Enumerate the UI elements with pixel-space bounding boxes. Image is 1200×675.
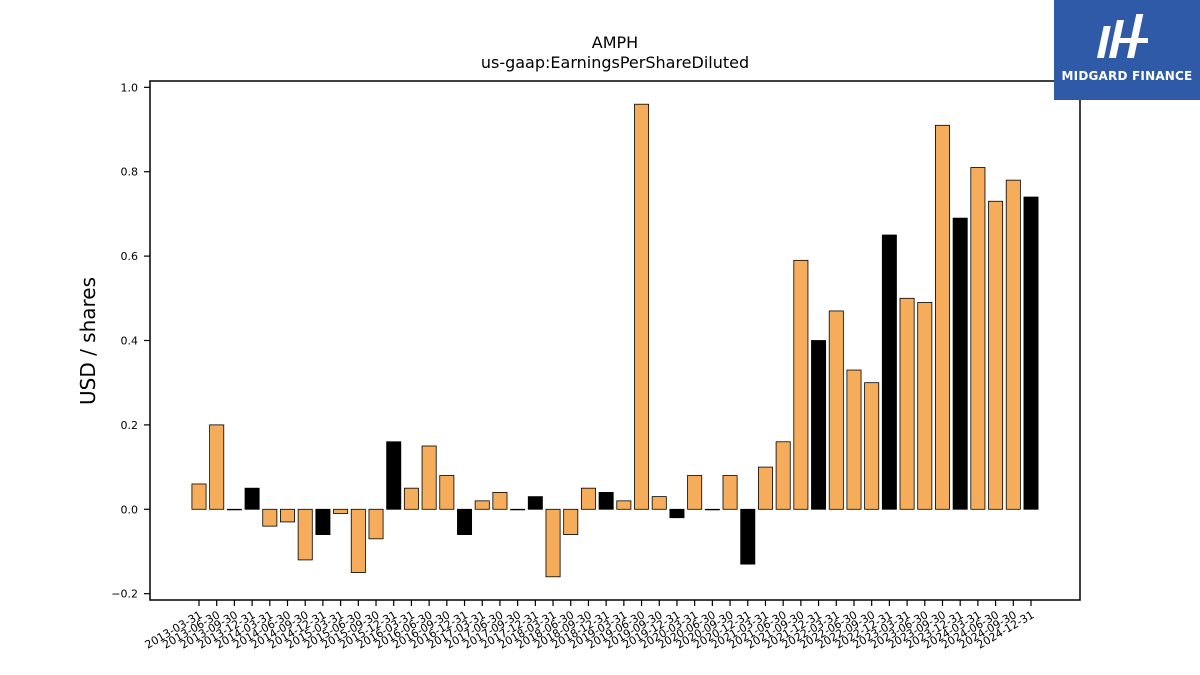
bar-2016-03-31 (403, 487, 419, 510)
bar-2018-06-30 (563, 508, 579, 535)
brand-logo: MIDGARD FINANCE (1054, 0, 1200, 100)
bar-2019-09-30 (651, 496, 667, 510)
y-tick-label: 0.2 (121, 419, 139, 432)
y-axis-ticks: −0.2 0.0 0.2 0.4 0.6 0.8 1.0 (111, 81, 150, 601)
bar-2019-06-30 (634, 103, 650, 510)
bar-2023-06-30 (917, 302, 933, 510)
bar-2017-09-30 (510, 508, 526, 511)
y-tick-label: 0.0 (121, 503, 139, 516)
bar-2021-09-30 (793, 259, 809, 510)
bar-2020-06-30 (704, 508, 720, 511)
bar-2013-03-31 (191, 483, 207, 510)
bar-2018-12-31 (598, 491, 614, 510)
bar-2016-06-30 (421, 445, 437, 510)
bar-2013-06-30 (209, 424, 225, 510)
midgard-logo-icon (1096, 14, 1148, 58)
bar-2016-12-31 (457, 508, 473, 535)
bar-2019-12-31 (669, 508, 685, 519)
brand-name: MIDGARD FINANCE (1061, 69, 1193, 83)
bar-2021-03-31 (757, 466, 773, 510)
bar-2013-09-30 (226, 508, 242, 511)
bar-2021-06-30 (775, 441, 791, 510)
bar-2023-09-30 (935, 124, 950, 510)
bar-2020-12-31 (740, 508, 756, 565)
y-tick-label: 0.8 (121, 166, 139, 179)
bar-2017-12-31 (527, 496, 543, 510)
bar-2015-09-30 (368, 508, 384, 540)
bar-2018-09-30 (580, 487, 596, 510)
chart-title: AMPH (592, 33, 638, 52)
y-tick-label: −0.2 (111, 588, 138, 601)
bar-2018-03-31 (545, 508, 561, 578)
bar-2016-09-30 (439, 475, 455, 510)
y-axis-label: USD / shares (76, 277, 100, 405)
bar-2024-09-30 (1005, 179, 1021, 510)
bar-2017-06-30 (492, 491, 508, 510)
bar-2024-12-31 (1023, 196, 1039, 510)
bars-group (191, 103, 1039, 578)
bar-2024-03-31 (970, 167, 986, 510)
bar-2024-06-30 (988, 200, 1004, 510)
bar-2023-03-31 (899, 297, 915, 510)
bar-2022-03-31 (828, 310, 844, 510)
y-tick-label: 0.4 (121, 335, 139, 348)
bar-2020-09-30 (722, 475, 738, 510)
bar-2014-12-31 (315, 508, 331, 535)
y-tick-label: 0.6 (121, 250, 139, 263)
chart-subtitle: us-gaap:EarningsPerShareDiluted (481, 53, 749, 72)
y-tick-label: 1.0 (121, 81, 139, 94)
x-axis-ticks: 2013-03-312013-06-302013-09-302013-12-31… (143, 600, 1037, 652)
bar-2023-12-31 (952, 217, 968, 510)
bar-2014-09-30 (297, 508, 313, 561)
bar-2022-12-31 (881, 234, 897, 510)
bar-2020-03-31 (687, 475, 703, 510)
bar-2021-12-31 (811, 340, 827, 510)
bar-2019-03-31 (616, 500, 632, 510)
bar-2015-03-31 (333, 508, 349, 514)
bar-2015-12-31 (386, 441, 402, 510)
bar-2014-03-31 (262, 508, 278, 527)
plot-area-frame (149, 80, 1081, 601)
bar-2015-06-30 (350, 508, 366, 573)
bar-2014-06-30 (280, 508, 295, 523)
bar-2022-09-30 (864, 382, 880, 510)
bar-2022-06-30 (846, 369, 862, 510)
bar-2017-03-31 (474, 500, 490, 510)
bar-2013-12-31 (244, 487, 260, 510)
